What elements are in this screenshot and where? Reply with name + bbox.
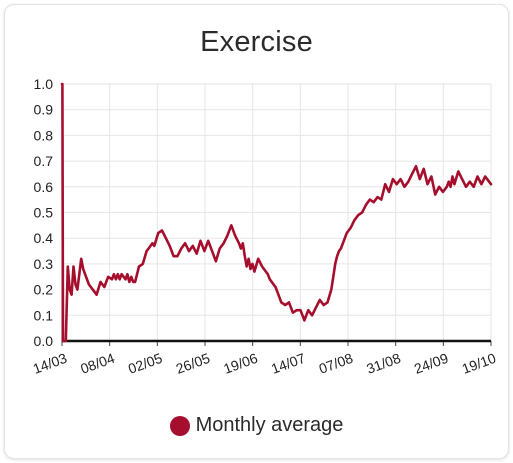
x-tick-label: 24/09 — [412, 350, 451, 377]
series-group — [60, 82, 493, 343]
y-tick-label: 0.9 — [34, 102, 54, 118]
y-tick-label: 0.5 — [34, 205, 54, 221]
grid-lines — [61, 83, 492, 346]
y-tick-label: 0.1 — [34, 307, 54, 323]
y-axis-ticks: 0.0 0.1 0.2 0.3 0.4 0.5 0.6 0.7 0.8 0.9 1.0 — [34, 76, 54, 349]
x-tick-label: 31/08 — [364, 350, 403, 377]
x-tick-label: 08/04 — [78, 350, 117, 377]
y-tick-label: 0.4 — [34, 230, 54, 246]
chart-title: Exercise — [200, 26, 313, 58]
x-tick-label: 02/05 — [126, 350, 165, 377]
legend[interactable]: Monthly average — [0, 414, 513, 437]
x-tick-label: 07/08 — [317, 350, 356, 377]
x-axis-ticks: 14/03 08/04 02/05 26/05 19/06 14/07 07/08 31/08… — [31, 350, 499, 377]
legend-label-monthly-average: Monthly average — [195, 414, 344, 436]
y-tick-label: 0.3 — [34, 256, 54, 272]
y-tick-label: 0.2 — [34, 282, 54, 298]
chart-card — [4, 4, 509, 459]
x-tick-label: 26/05 — [174, 350, 213, 377]
series-line-monthly-average — [60, 82, 493, 343]
y-tick-label: 0.6 — [34, 179, 54, 195]
y-tick-label: 1.0 — [34, 76, 54, 92]
y-tick-label: 0.7 — [34, 153, 54, 169]
x-tick-label: 19/10 — [460, 350, 499, 377]
x-tick-label: 14/03 — [31, 350, 70, 377]
legend-swatch-monthly-average — [169, 415, 190, 436]
y-tick-label: 0.0 — [34, 333, 54, 349]
y-tick-label: 0.8 — [34, 127, 54, 143]
x-tick-label: 14/07 — [269, 350, 308, 377]
x-tick-label: 19/06 — [221, 350, 260, 377]
